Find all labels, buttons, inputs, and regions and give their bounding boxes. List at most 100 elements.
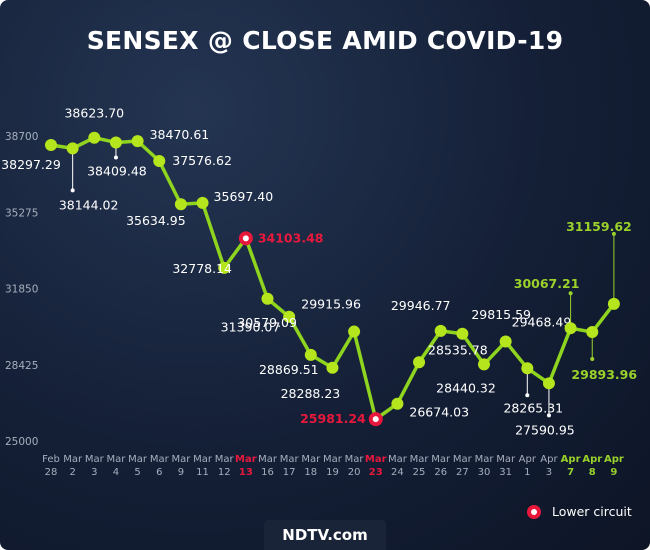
data-label: 28265.31 — [503, 400, 563, 415]
data-label: 35697.40 — [214, 189, 274, 204]
data-point — [586, 326, 599, 339]
x-tick-day: 13 — [239, 467, 253, 478]
x-tick-month: Mar — [388, 454, 408, 465]
x-tick-month: Mar — [128, 454, 148, 465]
data-point — [564, 322, 577, 335]
x-tick-day: 9 — [610, 467, 617, 478]
data-point — [45, 138, 57, 151]
x-tick-month: Apr — [582, 454, 602, 465]
leader-dot — [611, 231, 616, 236]
leader-dot — [568, 291, 573, 296]
x-tick-month: Apr — [540, 454, 558, 465]
leader-dot — [70, 188, 75, 193]
data-label: 27590.95 — [515, 422, 575, 437]
legend-marker-center — [531, 509, 537, 515]
data-label: 29815.59 — [471, 307, 531, 322]
x-tick-month: Mar — [365, 454, 387, 465]
data-label: 28288.23 — [281, 386, 341, 401]
data-label: 29946.77 — [391, 298, 451, 313]
data-point — [196, 196, 209, 209]
chart-title: SENSEX @ CLOSE AMID COVID-19 — [86, 26, 564, 55]
data-point — [434, 324, 447, 337]
x-tick-day: 3 — [546, 467, 552, 478]
x-tick-day: 26 — [434, 467, 447, 478]
x-tick-month: Mar — [193, 454, 213, 465]
x-tick-day: 18 — [304, 467, 317, 478]
x-tick-day: 3 — [91, 467, 97, 478]
data-label: 29468.49 — [512, 315, 572, 330]
data-label: 28440.32 — [436, 380, 496, 395]
data-point — [326, 361, 339, 374]
data-label: 34103.48 — [258, 230, 324, 245]
data-point — [88, 131, 101, 144]
data-point — [261, 292, 274, 305]
x-tick-month: Mar — [475, 454, 495, 465]
x-tick-day: 7 — [567, 467, 574, 478]
x-tick-month: Apr — [519, 454, 537, 465]
x-tick-day: 11 — [196, 467, 209, 478]
x-tick-month: Apr — [604, 454, 624, 465]
data-label: 25981.24 — [300, 411, 366, 426]
y-tick-label: 38700 — [5, 131, 38, 143]
x-tick-day: 6 — [156, 467, 162, 478]
y-tick-label: 25000 — [5, 436, 38, 448]
x-tick-month: Mar — [280, 454, 300, 465]
x-tick-day: 20 — [348, 467, 361, 478]
data-point — [348, 325, 361, 338]
data-label: 38470.61 — [150, 127, 210, 142]
data-label: 38297.29 — [1, 157, 61, 172]
y-tick-label: 28425 — [5, 360, 38, 372]
x-tick-day: 28 — [45, 467, 58, 478]
data-point — [607, 297, 620, 310]
x-tick-day: 9 — [178, 467, 184, 478]
data-label: 38623.70 — [64, 106, 124, 121]
x-tick-day: 1 — [524, 467, 530, 478]
x-tick-month: Mar — [431, 454, 451, 465]
x-tick-day: 12 — [218, 467, 231, 478]
data-point — [304, 348, 317, 361]
x-tick-day: 17 — [283, 467, 296, 478]
data-label: 28535.78 — [428, 342, 488, 357]
y-tick-label: 31850 — [5, 284, 38, 296]
data-point — [542, 377, 555, 390]
lower-circuit-marker-center — [372, 416, 379, 423]
x-tick-month: Mar — [63, 454, 83, 465]
data-label: 38409.48 — [87, 163, 147, 178]
x-tick-month: Mar — [258, 454, 278, 465]
x-tick-month: Mar — [85, 454, 105, 465]
data-point — [109, 136, 122, 149]
data-label: 31159.62 — [566, 219, 632, 234]
x-tick-day: 16 — [261, 467, 274, 478]
data-point — [478, 358, 490, 371]
data-point — [131, 135, 144, 148]
data-label: 29893.96 — [571, 367, 637, 382]
x-tick-month: Apr — [561, 454, 581, 465]
data-point — [456, 327, 469, 340]
data-label: 30067.21 — [514, 276, 580, 291]
x-tick-month: Mar — [215, 454, 235, 465]
data-label: 37576.62 — [172, 153, 232, 168]
data-label: 35634.95 — [126, 213, 186, 228]
data-label: 30579.09 — [237, 315, 297, 330]
x-tick-month: Mar — [323, 454, 343, 465]
x-tick-day: 23 — [369, 467, 383, 478]
x-tick-month: Mar — [410, 454, 430, 465]
data-label: 38144.02 — [59, 197, 119, 212]
x-tick-day: 4 — [113, 467, 119, 478]
x-tick-month: Mar — [235, 454, 257, 465]
data-point — [521, 362, 534, 375]
leader-dot — [525, 393, 530, 398]
data-label: 32778.14 — [172, 261, 232, 276]
data-point — [174, 198, 187, 211]
x-tick-day: 27 — [456, 467, 469, 478]
data-point — [499, 335, 512, 348]
leader-dot — [113, 155, 118, 160]
y-tick-label: 35275 — [5, 207, 38, 219]
leader-dot — [590, 357, 595, 362]
data-label: 29915.96 — [301, 297, 361, 312]
x-tick-month: Mar — [496, 454, 516, 465]
x-tick-day: 19 — [326, 467, 339, 478]
x-tick-day: 2 — [69, 467, 75, 478]
